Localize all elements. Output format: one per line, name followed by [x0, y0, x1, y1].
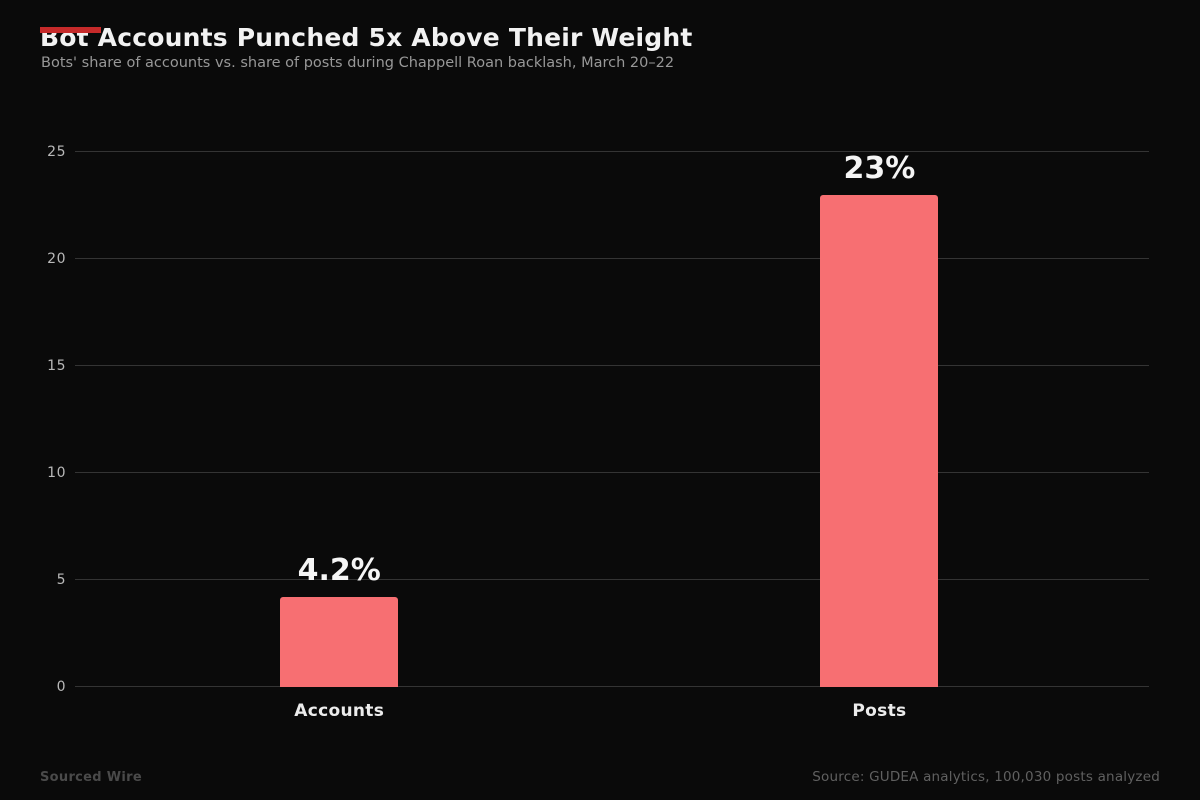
y-tick-label: 15 — [47, 357, 66, 374]
x-category-label: Posts — [852, 701, 907, 721]
bar-accounts — [280, 597, 399, 687]
brand-watermark: Sourced Wire — [40, 770, 142, 785]
y-tick-label: 5 — [56, 571, 66, 588]
bar-posts — [820, 194, 939, 687]
source-attribution: Source: GUDEA analytics, 100,030 posts a… — [812, 769, 1160, 785]
x-category-label: Accounts — [294, 701, 385, 721]
chart-subtitle: Bots' share of accounts vs. share of pos… — [41, 55, 675, 71]
bar-group-accounts: 4.2% Accounts — [280, 152, 399, 721]
gridline-20: 20 — [47, 251, 1149, 267]
bar-group-posts: 23% Posts — [820, 150, 939, 721]
bar-value-label: 23% — [843, 150, 916, 186]
y-tick-label: 10 — [47, 464, 66, 481]
y-tick-label: 20 — [47, 250, 66, 267]
gridline-10: 10 — [47, 465, 1149, 481]
plot-area: 25 20 15 10 5 0 4.2% Accounts 23% Posts — [47, 144, 1149, 721]
y-tick-label: 25 — [47, 143, 66, 160]
bar-value-label: 4.2% — [297, 553, 381, 589]
gridline-15: 15 — [47, 358, 1149, 374]
gridline-0: 0 — [57, 679, 1149, 695]
chart-title: Bot Accounts Punched 5x Above Their Weig… — [40, 23, 693, 52]
y-tick-label: 0 — [56, 678, 66, 695]
accent-stripe — [40, 27, 101, 33]
gridline-25: 25 — [47, 144, 1149, 160]
gridline-5: 5 — [57, 572, 1149, 588]
